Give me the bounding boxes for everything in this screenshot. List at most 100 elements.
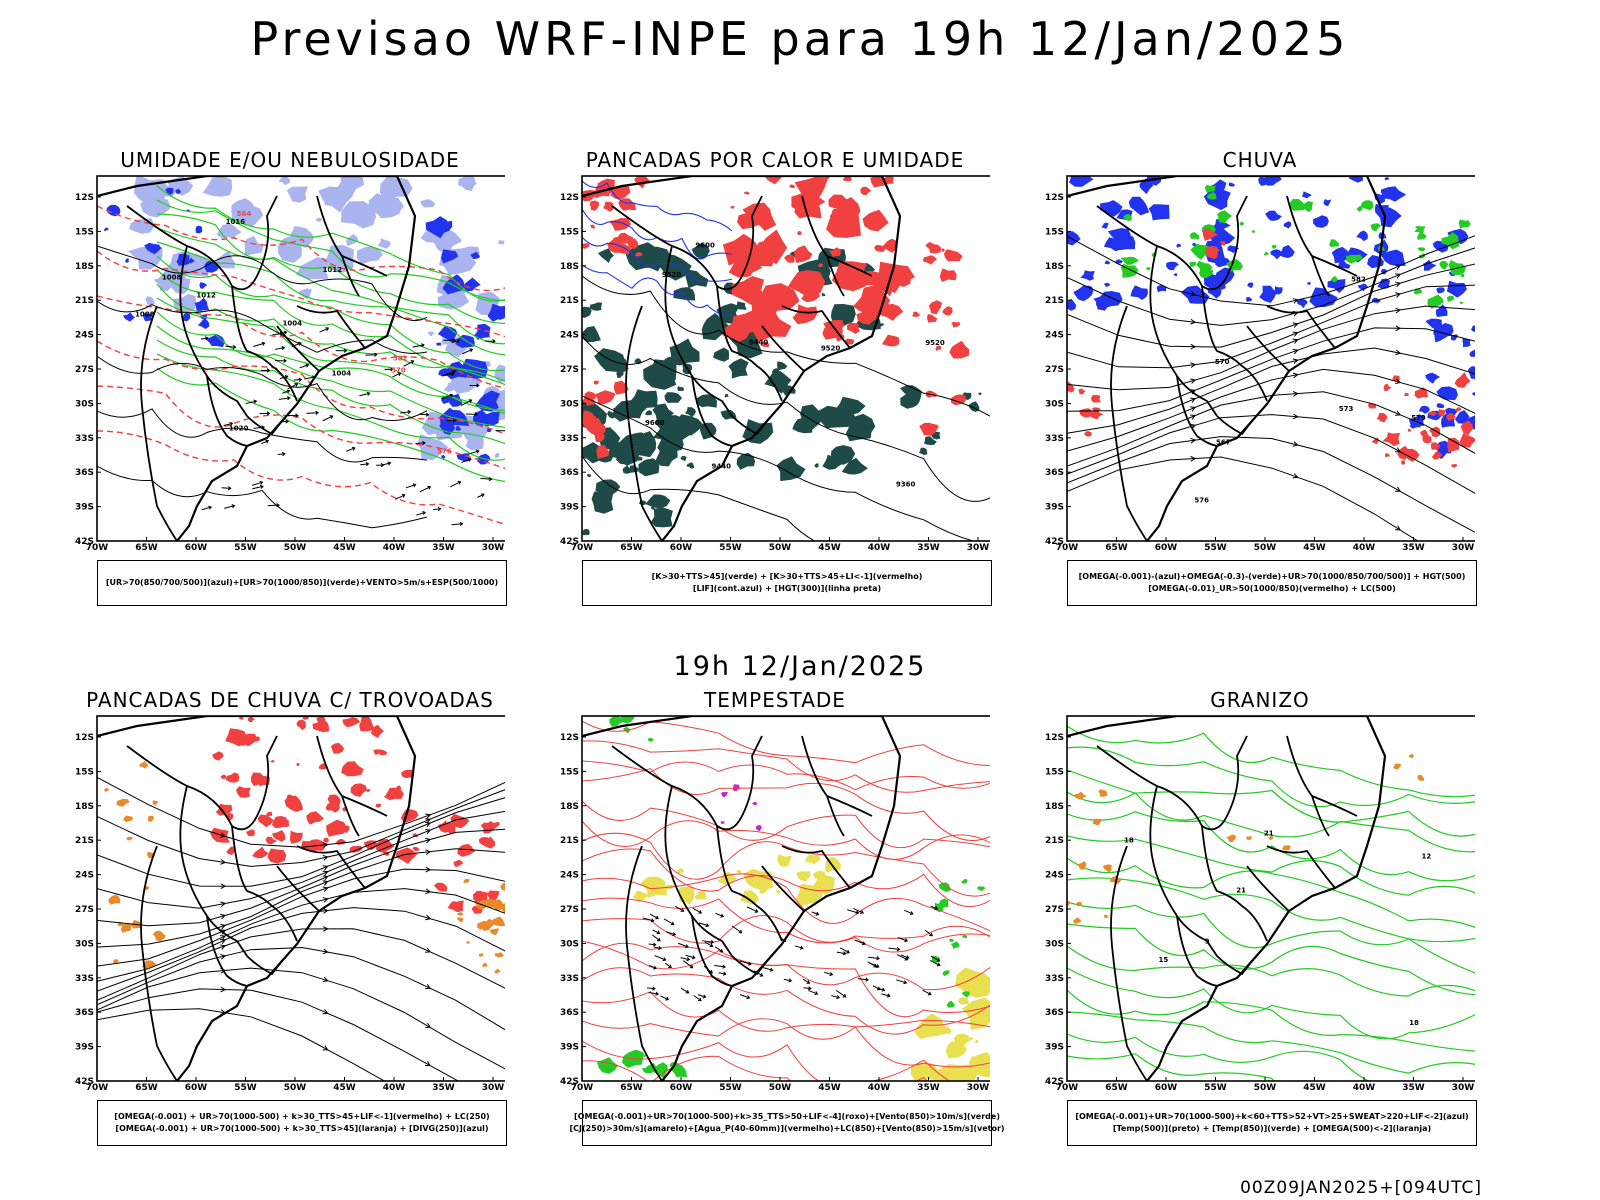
wind-vector (685, 954, 695, 959)
wind-vector-head (936, 962, 941, 967)
omega-area-blue (1274, 286, 1283, 295)
wind-vector (251, 481, 263, 486)
humidity-area-blue (204, 259, 220, 273)
panel-pancadas-calor: PANCADAS POR CALOR E UMIDADE 12S 15S 18S 21… (560, 148, 992, 618)
omega-area-blue (1173, 273, 1178, 277)
wind-vector (881, 993, 890, 997)
wind-vector (663, 918, 675, 925)
omega-area-blue (1211, 218, 1231, 233)
omega-area-orange (1078, 861, 1087, 870)
lon-label: 30W (482, 543, 505, 553)
wind-vector (649, 913, 659, 919)
state-border (716, 285, 783, 402)
convective-area-red (867, 292, 883, 304)
state-border (801, 735, 845, 837)
contour-value-label: 573 (1339, 405, 1354, 413)
thunderstorm-area-red (296, 762, 300, 767)
legend-line-2: [OMEGA(-0.001) + UR>70(1000-500) + k>30_… (115, 1124, 489, 1133)
rain-area-red (1091, 394, 1101, 403)
convective-area-green (613, 442, 621, 450)
convective-area-green (634, 431, 657, 458)
convective-area-red (783, 254, 795, 263)
omega-area-blue (1380, 187, 1394, 195)
wind-vector (306, 412, 319, 414)
wind-vector-head (656, 930, 661, 935)
wind-vector-head (266, 411, 271, 416)
wind-vector (660, 995, 669, 1001)
humidity-contour-green (156, 185, 505, 302)
wind-vector-head (492, 339, 496, 344)
thunderstorm-area-red (271, 816, 287, 829)
wind-vector-head (881, 987, 886, 992)
wind-vector-head (208, 505, 213, 510)
legend-line-1: [OMEGA(-0.001)-(azul)+OMEGA(-0.3)-(verde… (1078, 572, 1466, 581)
streamline-arrow (322, 865, 329, 871)
lat-label: 15S (560, 767, 579, 777)
thunderstorm-area-red (481, 836, 496, 849)
wind-vector (252, 485, 264, 490)
wind-vector-head (365, 462, 370, 467)
contour-value-label: 9600 (645, 419, 665, 427)
lat-label: 30S (560, 399, 579, 409)
wind-vector (930, 905, 938, 910)
state-border (826, 795, 873, 817)
jet-area-yellow (958, 997, 969, 1005)
convective-area-red (737, 210, 764, 230)
thunderstorm-area-red (447, 900, 464, 913)
thunderstorm-area-orange (463, 878, 470, 884)
thunderstorm-area-orange (139, 760, 149, 769)
lon-label: 30W (967, 1083, 990, 1093)
streamline (97, 967, 505, 1070)
convective-area-red (912, 311, 920, 317)
streamline-arrow (425, 849, 432, 855)
state-border (140, 845, 178, 1081)
lat-label: 33S (560, 434, 579, 444)
omega-area-blue (1454, 410, 1470, 424)
wind-vector-head (285, 419, 289, 424)
lon-label: 40W (383, 543, 406, 553)
streamline-arrow (1292, 298, 1299, 304)
contour-value-label: 12 (1422, 853, 1432, 861)
wind-vector-head (865, 977, 869, 982)
wind-vector-head (904, 938, 909, 943)
wind-vector-head (457, 480, 462, 485)
wind-vector (867, 961, 877, 968)
rain-area-red (1446, 415, 1455, 421)
streamline-arrow (322, 870, 329, 876)
omega-area-green (1356, 205, 1363, 212)
convective-area-red (582, 243, 590, 249)
wind-vector (648, 991, 659, 995)
wind-area-green (962, 934, 968, 939)
convective-area-green (645, 410, 652, 416)
lon-label: 50W (1254, 543, 1277, 553)
lat-label: 24S (1045, 871, 1064, 881)
convective-area-green (919, 447, 928, 455)
convective-area-red (919, 422, 938, 436)
lat-label: 42S (560, 537, 579, 547)
lon-label: 70W (86, 1083, 109, 1093)
thunderstorm-area-red (342, 717, 361, 728)
streamline-arrow (1292, 473, 1299, 479)
thunderstorm-area-red (341, 824, 350, 834)
jet-area-yellow (796, 871, 811, 882)
wind-vector (652, 929, 660, 934)
omega-area-blue (1422, 259, 1437, 271)
temp850-contour-green (1067, 1033, 1370, 1081)
wind-vector-head (286, 389, 291, 394)
convective-area-green (677, 386, 684, 392)
streamline-arrow (1395, 292, 1402, 298)
pressure-contour-black (97, 355, 428, 421)
lon-label: 30W (482, 1083, 505, 1093)
contour-value-label: 576 (437, 447, 452, 455)
streamline-arrow (1395, 378, 1402, 385)
humidity-area-lightblue (443, 382, 458, 392)
omega-area-blue (1323, 199, 1332, 207)
temp850-contour-green (1067, 811, 1475, 882)
omega-area-blue (1103, 237, 1123, 252)
thunderstorm-area-orange (457, 911, 464, 916)
streamline-arrow (1395, 447, 1402, 453)
wind-vector-head (799, 945, 804, 950)
humidity-area-blue (441, 249, 459, 264)
humidity-area-lightblue (458, 176, 476, 189)
wind-vector-head (253, 399, 258, 404)
